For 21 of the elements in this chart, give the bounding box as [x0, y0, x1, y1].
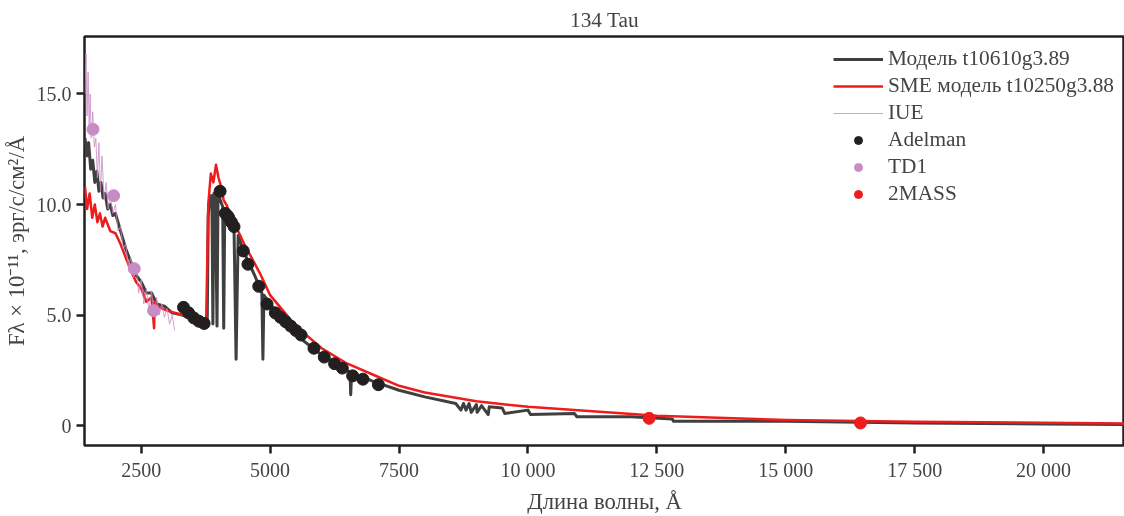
- y-tick-label: 0: [61, 414, 72, 437]
- legend-label: SME модель t10250g3.88: [888, 73, 1114, 98]
- x-tick-label: 5000: [250, 458, 291, 481]
- x-tick-label: 17 500: [887, 458, 943, 481]
- x-tick-label: 10 000: [500, 458, 556, 481]
- x-tick-label: 15 000: [758, 458, 814, 481]
- x-tick-label: 12 500: [629, 458, 685, 481]
- x-tick-label: 2500: [121, 458, 162, 481]
- y-tick-label: 5.0: [46, 304, 72, 327]
- legend-label: TD1: [888, 154, 928, 179]
- y-axis-title: Fλ × 10⁻¹¹, эрг/с/см²/Å: [3, 135, 29, 347]
- legend-label: Модель t10610g3.89: [888, 46, 1070, 71]
- y-tick-label: 10.0: [36, 193, 72, 216]
- y-tick-label: 15.0: [36, 82, 72, 105]
- x-axis-title: Длина волны, Å: [527, 488, 683, 514]
- legend-label: IUE: [888, 100, 924, 125]
- legend-label: Adelman: [888, 127, 967, 152]
- chart-title: 134 Tau: [570, 7, 639, 32]
- legend-label: 2MASS: [888, 181, 957, 206]
- x-tick-label: 20 000: [1016, 458, 1072, 481]
- x-tick-label: 7500: [379, 458, 420, 481]
